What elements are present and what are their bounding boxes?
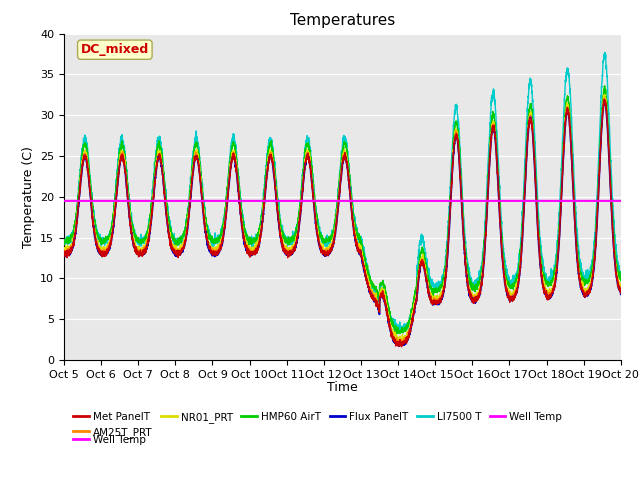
Title: Temperatures: Temperatures <box>290 13 395 28</box>
Y-axis label: Temperature (C): Temperature (C) <box>22 146 35 248</box>
Legend: Well Temp: Well Temp <box>69 431 150 449</box>
Text: DC_mixed: DC_mixed <box>81 43 149 56</box>
X-axis label: Time: Time <box>327 381 358 394</box>
